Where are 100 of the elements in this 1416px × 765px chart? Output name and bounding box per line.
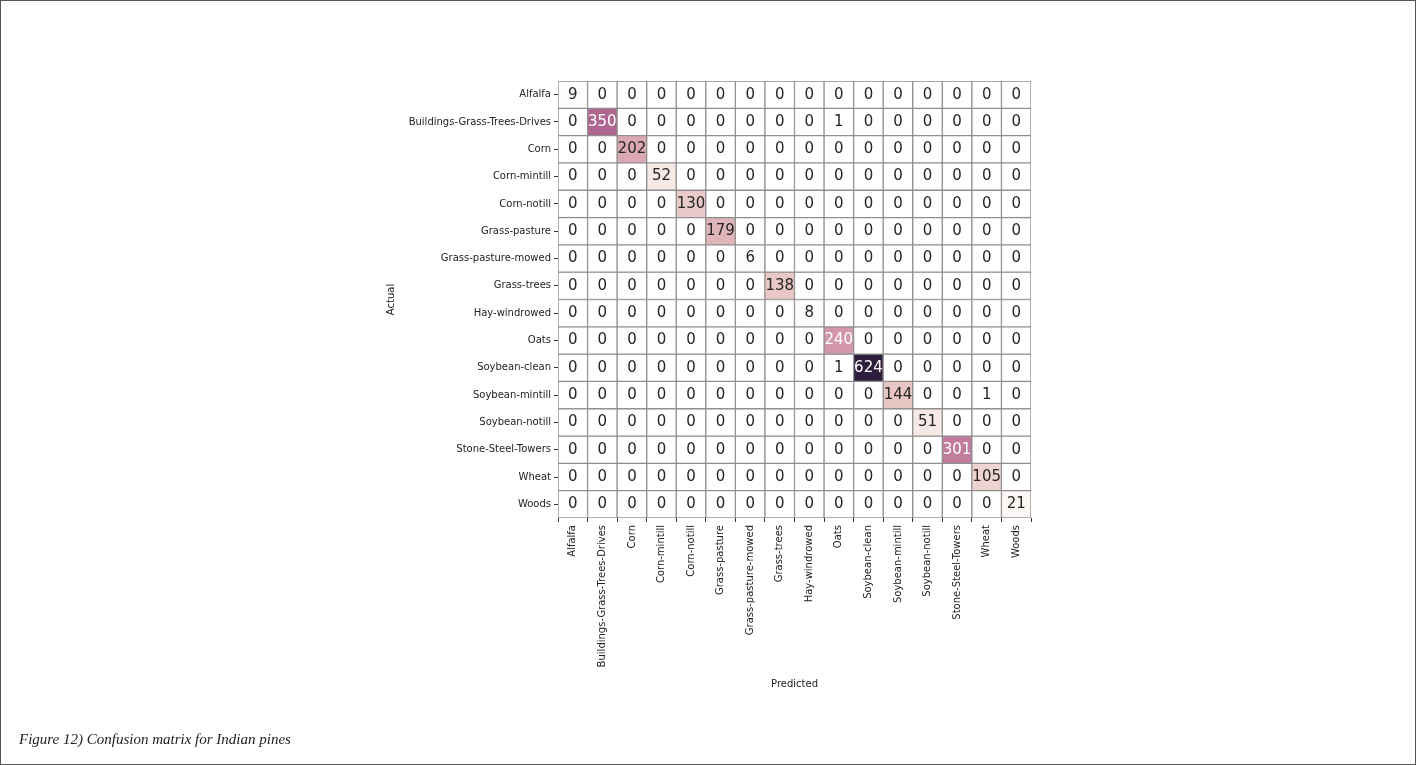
- data-label: 0: [627, 466, 637, 485]
- data-label: 0: [597, 384, 608, 403]
- data-label: 0: [656, 357, 667, 376]
- data-label: 0: [627, 494, 637, 513]
- data-label: 0: [1011, 111, 1021, 130]
- data-label: 0: [686, 303, 696, 322]
- data-label: 202: [617, 139, 647, 158]
- y-tick-label: Soybean-clean: [477, 361, 551, 373]
- x-tick-label: Soybean-mintill: [891, 525, 903, 604]
- data-label: 0: [1011, 139, 1021, 158]
- data-label: 0: [863, 166, 874, 185]
- data-label: 1: [834, 111, 844, 130]
- data-label: 0: [627, 193, 637, 212]
- data-label: 0: [834, 139, 844, 158]
- data-label: 0: [568, 330, 578, 349]
- data-label: 0: [597, 494, 608, 513]
- data-label: 0: [804, 139, 815, 158]
- data-label: 0: [981, 412, 992, 431]
- data-label: 0: [922, 275, 933, 294]
- data-label: 0: [568, 111, 578, 130]
- data-label: 0: [597, 303, 608, 322]
- data-label: 0: [745, 466, 755, 485]
- data-label: 0: [893, 166, 903, 185]
- data-label: 0: [774, 330, 785, 349]
- data-label: 21: [1006, 494, 1026, 513]
- y-axis-title: Actual: [384, 283, 396, 316]
- data-label: 0: [804, 494, 815, 513]
- data-label: 0: [597, 357, 608, 376]
- data-label: 0: [568, 412, 578, 431]
- data-label: 0: [745, 193, 755, 212]
- data-label: 0: [981, 111, 992, 130]
- data-label: 0: [952, 384, 962, 403]
- data-label: 0: [922, 494, 933, 513]
- data-label: 0: [774, 357, 785, 376]
- data-label: 0: [627, 384, 637, 403]
- data-label: 0: [952, 275, 962, 294]
- data-label: 0: [804, 330, 815, 349]
- data-label: 51: [917, 412, 938, 431]
- data-label: 0: [627, 221, 637, 240]
- data-label: 0: [774, 466, 785, 485]
- data-label: 0: [922, 439, 933, 458]
- data-label: 0: [656, 384, 667, 403]
- data-label: 0: [893, 303, 903, 322]
- data-label: 0: [656, 139, 667, 158]
- data-label: 0: [627, 412, 637, 431]
- data-label: 0: [774, 166, 785, 185]
- x-tick-label: Corn-notill: [684, 525, 696, 577]
- data-label: 0: [774, 84, 785, 103]
- data-label: 130: [676, 193, 706, 212]
- data-label: 0: [715, 412, 726, 431]
- x-tick-label: Grass-pasture: [714, 525, 726, 596]
- data-label: 0: [922, 139, 933, 158]
- data-label: 0: [627, 357, 637, 376]
- data-label: 0: [715, 166, 726, 185]
- data-label: 0: [1011, 439, 1021, 458]
- y-tick-label: Grass-pasture-mowed: [440, 252, 551, 264]
- data-label: 0: [774, 303, 785, 322]
- data-label: 0: [627, 84, 637, 103]
- data-label: 624: [854, 357, 883, 376]
- data-label: 0: [804, 193, 815, 212]
- data-label: 0: [922, 221, 933, 240]
- data-label: 0: [568, 139, 578, 158]
- y-tick-label: Alfalfa: [519, 88, 551, 100]
- x-tick-label: Oats: [832, 525, 844, 549]
- data-label: 240: [824, 330, 854, 349]
- data-label: 0: [656, 494, 667, 513]
- data-label: 0: [774, 221, 785, 240]
- data-label: 0: [893, 275, 903, 294]
- data-label: 0: [834, 221, 844, 240]
- y-tick-label: Corn: [527, 142, 551, 154]
- data-label: 0: [774, 384, 785, 403]
- data-label: 105: [972, 466, 1001, 485]
- data-label: 0: [745, 357, 755, 376]
- data-label: 1: [981, 384, 992, 403]
- data-label: 0: [774, 439, 785, 458]
- data-label: 0: [597, 248, 608, 267]
- data-label: 0: [597, 439, 608, 458]
- data-label: 0: [1011, 221, 1021, 240]
- data-label: 0: [922, 466, 933, 485]
- data-label: 0: [893, 439, 903, 458]
- data-label: 0: [834, 275, 844, 294]
- y-tick-label: Grass-pasture: [480, 224, 551, 236]
- data-label: 0: [568, 466, 578, 485]
- data-label: 6: [745, 248, 755, 267]
- data-label: 0: [922, 84, 933, 103]
- data-label: 0: [952, 166, 962, 185]
- data-label: 0: [804, 248, 815, 267]
- data-label: 0: [745, 494, 755, 513]
- data-label: 0: [1011, 384, 1021, 403]
- data-label: 0: [1011, 330, 1021, 349]
- data-label: 0: [893, 111, 903, 130]
- y-tick-label: Wheat: [518, 470, 552, 482]
- data-label: 0: [686, 248, 696, 267]
- data-label: 0: [922, 330, 933, 349]
- data-label: 0: [922, 357, 933, 376]
- data-label: 0: [627, 330, 637, 349]
- data-label: 0: [952, 193, 962, 212]
- data-label: 0: [863, 439, 874, 458]
- y-tick-label: Soybean-notill: [479, 416, 551, 427]
- y-tick-label: Oats: [527, 334, 551, 346]
